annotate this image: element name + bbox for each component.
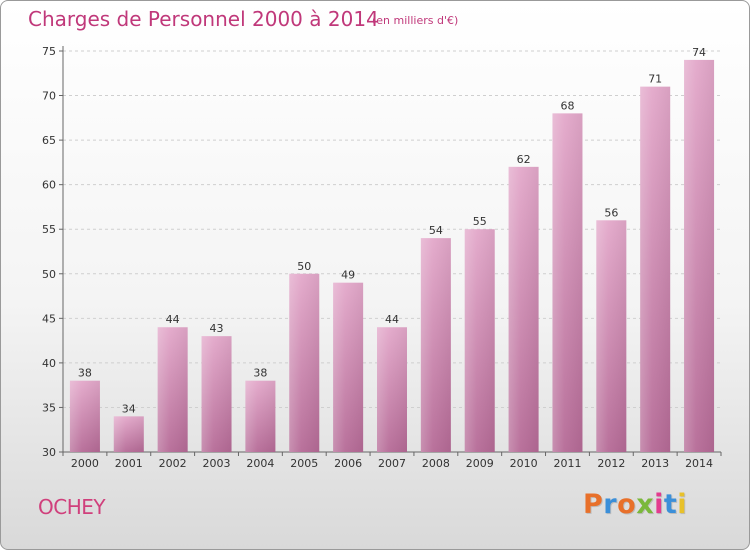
logo-letter: P xyxy=(583,489,604,520)
x-tick-label: 2014 xyxy=(685,457,713,470)
logo-letter: i xyxy=(677,489,688,520)
y-tick-label: 30 xyxy=(42,446,56,459)
y-tick-label: 35 xyxy=(42,401,56,414)
logo-letter: x xyxy=(636,489,655,520)
x-tick-label: 2003 xyxy=(203,457,231,470)
x-tick-label: 2011 xyxy=(553,457,581,470)
bar-shine xyxy=(552,113,583,452)
logo-letter: r xyxy=(603,489,618,520)
bar-shine xyxy=(684,59,715,453)
value-label-2000: 38 xyxy=(78,367,92,380)
logo-letter: t xyxy=(663,489,678,520)
x-tick-label: 2006 xyxy=(334,457,362,470)
value-label-2004: 38 xyxy=(253,367,267,380)
x-tick-label: 2013 xyxy=(641,457,669,470)
x-tick-label: 2012 xyxy=(597,457,625,470)
value-label-2009: 55 xyxy=(473,215,487,228)
bar-shine xyxy=(245,380,276,452)
value-label-2013: 71 xyxy=(648,73,662,86)
proxiti-logo: Proxiti xyxy=(583,489,687,520)
bar-shine xyxy=(377,327,407,452)
bar-shine xyxy=(113,416,144,452)
y-tick-label: 75 xyxy=(42,45,56,58)
value-label-2012: 56 xyxy=(604,206,618,219)
x-tick-label: 2008 xyxy=(422,457,450,470)
bar-shine xyxy=(157,327,188,452)
x-tick-label: 2009 xyxy=(466,457,494,470)
value-label-2003: 43 xyxy=(210,322,224,335)
value-label-2010: 62 xyxy=(517,153,531,166)
value-label-2014: 74 xyxy=(692,46,706,59)
bar-shine xyxy=(640,86,671,453)
value-label-2008: 54 xyxy=(429,224,443,237)
y-tick-label: 60 xyxy=(42,179,56,192)
x-tick-label: 2005 xyxy=(290,457,318,470)
commune-name: OCHEY xyxy=(38,495,106,519)
bar-shine xyxy=(508,166,539,452)
x-tick-label: 2010 xyxy=(510,457,538,470)
x-tick-label: 2001 xyxy=(115,457,143,470)
bar-shine xyxy=(420,238,451,452)
bar-shine xyxy=(201,336,232,452)
x-tick-label: 2000 xyxy=(71,457,99,470)
value-label-2005: 50 xyxy=(297,260,311,273)
bar-shine xyxy=(464,229,495,452)
y-tick-label: 55 xyxy=(42,223,56,236)
x-tick-label: 2002 xyxy=(159,457,187,470)
value-label-2006: 49 xyxy=(341,269,355,282)
y-tick-label: 65 xyxy=(42,134,56,147)
bar-shine xyxy=(289,273,320,452)
y-tick-label: 45 xyxy=(42,312,56,325)
value-label-2011: 68 xyxy=(560,99,574,112)
chart-title: Charges de Personnel 2000 à 2014 xyxy=(28,7,379,31)
logo-letter: o xyxy=(617,489,637,520)
value-label-2001: 34 xyxy=(122,402,136,415)
value-label-2002: 44 xyxy=(166,313,180,326)
x-tick-label: 2007 xyxy=(378,457,406,470)
x-tick-label: 2004 xyxy=(246,457,274,470)
bar-shine xyxy=(69,380,100,452)
bar-shine xyxy=(333,282,364,452)
chart-subtitle: (en milliers d'€) xyxy=(372,14,459,27)
logo-letter: i xyxy=(654,489,664,520)
y-tick-label: 40 xyxy=(42,357,56,370)
y-tick-label: 50 xyxy=(42,268,56,281)
value-label-2007: 44 xyxy=(385,313,399,326)
y-tick-label: 70 xyxy=(42,90,56,103)
bar-shine xyxy=(596,220,627,452)
